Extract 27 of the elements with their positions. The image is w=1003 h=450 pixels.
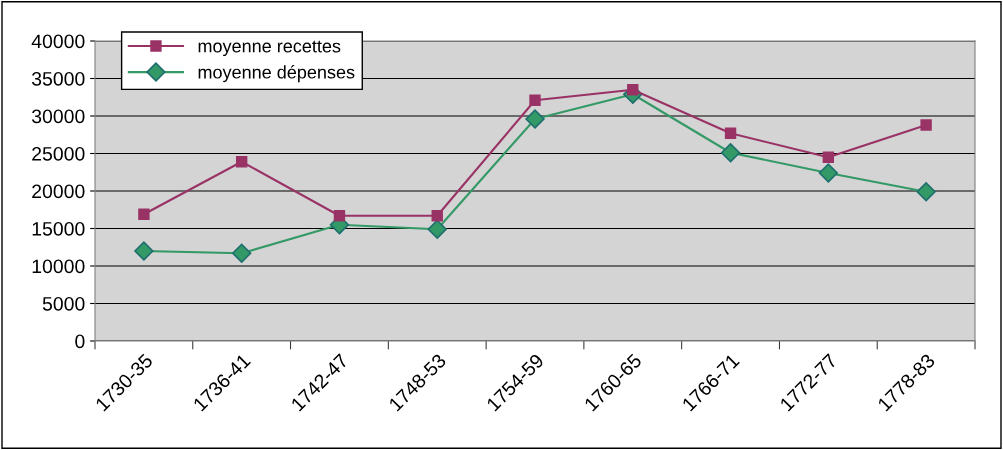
legend-label: moyenne recettes: [198, 40, 341, 57]
point: [529, 94, 541, 106]
point: [138, 208, 150, 220]
point: [916, 182, 936, 202]
point: [818, 163, 839, 183]
point: [822, 151, 835, 163]
y-tick-label: 5000: [42, 296, 85, 311]
point: [134, 241, 154, 261]
y-tick-label: 0: [75, 334, 85, 349]
point: [627, 84, 639, 96]
point: [525, 109, 545, 129]
legend-label: moyenne dépenses: [198, 65, 355, 83]
y-tick-label: 10000: [32, 259, 85, 274]
point: [724, 127, 737, 139]
point: [720, 143, 741, 163]
point: [231, 243, 252, 263]
y-tick-label: 30000: [31, 109, 85, 124]
point: [431, 210, 443, 222]
point: [427, 219, 447, 239]
y-tick-label: 25000: [32, 146, 85, 161]
point: [920, 119, 932, 131]
y-tick-label: 20000: [32, 184, 85, 199]
y-tick-label: 15000: [32, 221, 85, 236]
point: [333, 210, 346, 222]
y-tick-label: 40000: [31, 34, 85, 49]
point: [235, 156, 248, 168]
y-tick-label: 35000: [31, 71, 85, 86]
